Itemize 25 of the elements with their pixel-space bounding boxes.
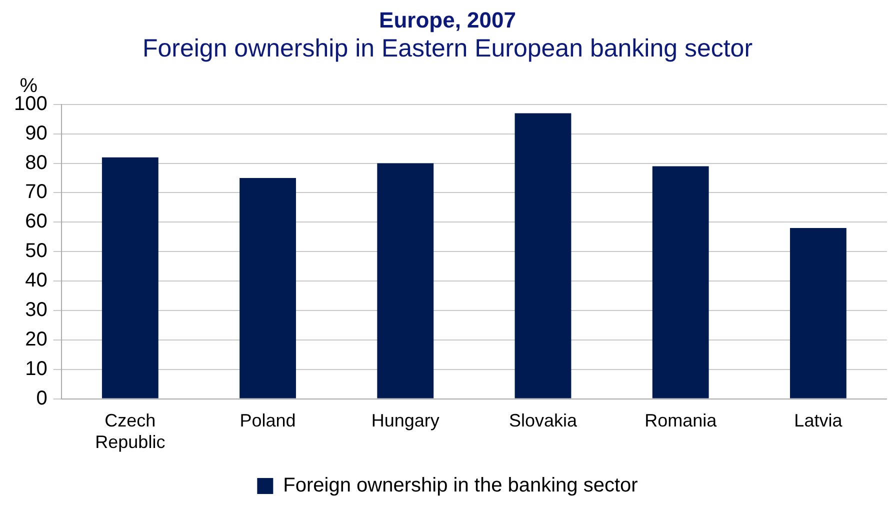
- y-tick-label: 10: [25, 358, 48, 380]
- bar: [790, 228, 846, 398]
- y-tick-label: 40: [25, 270, 48, 292]
- y-tick-label: 30: [25, 298, 48, 321]
- bar: [102, 157, 158, 398]
- y-tick-label: 0: [36, 387, 48, 410]
- chart-subtitle: Foreign ownership in Eastern European banking sector: [142, 34, 753, 62]
- x-tick-label: Poland: [240, 410, 296, 431]
- y-tick-label: 50: [25, 240, 48, 262]
- x-tick-label: Czech Republic: [95, 410, 166, 452]
- y-tick-label: 90: [25, 122, 48, 144]
- y-tick-label: 20: [25, 328, 48, 350]
- y-tick-label: 60: [25, 210, 48, 233]
- y-tick-label: 70: [25, 181, 48, 204]
- bar: [652, 166, 709, 398]
- x-tick-label: Latvia: [794, 410, 844, 431]
- bar: [377, 163, 434, 398]
- x-tick-label: Hungary: [371, 410, 440, 431]
- y-tick-label: 80: [25, 152, 48, 174]
- legend-label: Foreign ownership in the banking sector: [283, 474, 638, 497]
- x-tick-label: Romania: [644, 410, 718, 431]
- bar: [514, 113, 572, 398]
- chart-title: Europe, 2007: [379, 7, 516, 32]
- x-tick-label: Slovakia: [508, 410, 578, 431]
- bar: [240, 178, 296, 398]
